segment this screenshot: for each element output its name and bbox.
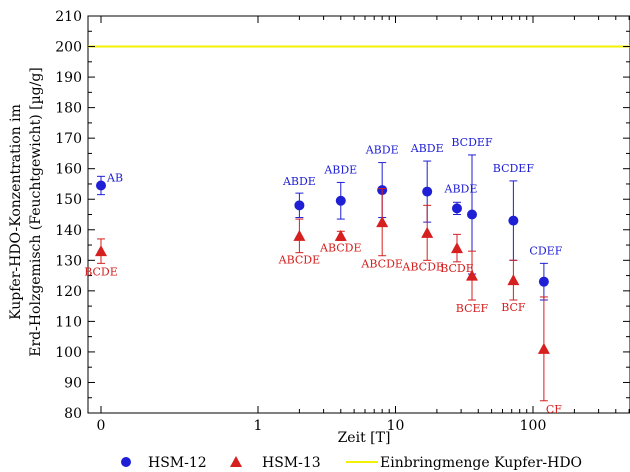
significance-label: BCF bbox=[501, 301, 526, 314]
y-tick-label: 150 bbox=[55, 192, 82, 208]
hsm13-point bbox=[376, 216, 389, 228]
significance-label: ABDE bbox=[410, 142, 444, 155]
legend-label-hsm13: HSM-13 bbox=[262, 455, 321, 471]
y-tick-label: 210 bbox=[55, 9, 82, 25]
hsm13-point bbox=[334, 229, 347, 241]
y-tick-label: 100 bbox=[55, 345, 82, 361]
hsm12-point bbox=[508, 215, 519, 226]
significance-label: BCDEF bbox=[451, 136, 493, 149]
hsm12-point bbox=[538, 276, 549, 287]
x-tick-label: 0 bbox=[97, 418, 106, 434]
hsm13-point bbox=[507, 274, 520, 286]
y-tick-label: 130 bbox=[55, 253, 82, 269]
x-tick-label: 100 bbox=[520, 418, 547, 434]
hsm12-point bbox=[96, 180, 106, 191]
hsm13-point bbox=[421, 226, 434, 238]
legend-marker-hsm13 bbox=[230, 456, 242, 467]
y-tick-label: 180 bbox=[55, 101, 82, 117]
y-tick-label: 190 bbox=[55, 70, 82, 86]
significance-label: BCEF bbox=[456, 302, 489, 315]
hsm12-point bbox=[335, 195, 346, 206]
y-tick-label: 160 bbox=[55, 162, 82, 178]
significance-label: ABDE bbox=[323, 163, 357, 176]
y-tick-label: 90 bbox=[64, 375, 82, 391]
hsm12-point bbox=[294, 200, 305, 211]
legend-label-einbringmenge: Einbringmenge Kupfer-HDO bbox=[380, 455, 582, 471]
y-tick-label: 200 bbox=[55, 40, 82, 56]
hsm13-point bbox=[537, 342, 550, 354]
y-tick-label: 120 bbox=[55, 284, 82, 300]
y-tick-label: 110 bbox=[55, 314, 82, 330]
significance-label: ABCDE bbox=[278, 254, 321, 267]
significance-label: CF bbox=[546, 403, 562, 416]
hsm12-point bbox=[451, 203, 462, 214]
legend: HSM-12 HSM-13 Einbringmenge Kupfer-HDO bbox=[121, 455, 582, 471]
significance-label: ABDE bbox=[365, 144, 399, 157]
y-tick-label: 170 bbox=[55, 131, 82, 147]
hsm12-point bbox=[466, 209, 477, 220]
x-axis-ticks: 0 1 10 100 bbox=[97, 16, 630, 434]
y-axis-title-line1: Kupfer-HDO-Konzentration im bbox=[8, 104, 24, 320]
significance-label: ABDE bbox=[282, 175, 316, 188]
legend-label-hsm12: HSM-12 bbox=[148, 455, 207, 471]
y-tick-label: 140 bbox=[55, 223, 82, 239]
hsm13-point bbox=[293, 229, 306, 241]
y-tick-label: 80 bbox=[64, 406, 82, 422]
significance-label: CDEF bbox=[529, 244, 562, 257]
legend-marker-hsm12 bbox=[121, 457, 131, 467]
x-tick-label: 10 bbox=[387, 418, 405, 434]
hsm12-point bbox=[422, 186, 433, 197]
y-axis-ticks: 80 90 100 110 120 130 140 150 160 170 180 190 200 210 bbox=[55, 9, 630, 422]
significance-label: AB bbox=[106, 171, 123, 184]
significance-label: ABCDE bbox=[360, 258, 403, 271]
hsm13-point bbox=[450, 242, 463, 254]
hsm13-point bbox=[465, 269, 478, 281]
significance-label: BCDE bbox=[84, 265, 118, 278]
x-axis-title: Zeit [T] bbox=[338, 430, 391, 446]
hsm13-point bbox=[95, 245, 107, 257]
significance-label: BCDEF bbox=[493, 162, 535, 175]
significance-label: ABCDE bbox=[401, 260, 444, 273]
significance-label: ABDE bbox=[444, 182, 478, 195]
x-tick-label: 1 bbox=[254, 418, 263, 434]
y-axis-title-line2: Erd-Holzgemisch (Feuchtgewicht) [µg/g] bbox=[28, 67, 44, 357]
significance-label: BCDE bbox=[440, 262, 474, 275]
significance-label: ABCDE bbox=[319, 241, 362, 254]
